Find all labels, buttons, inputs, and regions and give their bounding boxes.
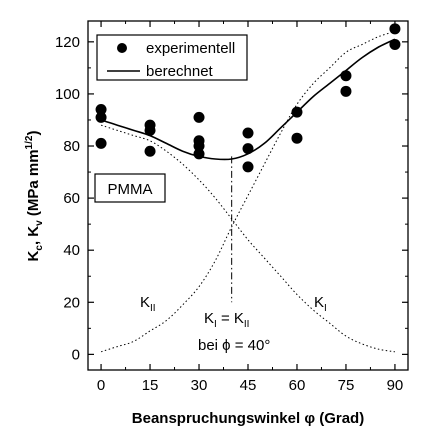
series-points-experimentell <box>95 23 401 173</box>
material-box <box>94 173 166 203</box>
x-tick-label: 15 <box>142 377 159 394</box>
data-point <box>340 70 352 82</box>
data-point <box>144 124 156 136</box>
y-tick-label: 80 <box>63 138 80 155</box>
y-axis-title: Kc, Kv (MPa mm1/2) <box>24 131 45 262</box>
data-point <box>193 148 205 160</box>
y-tick-label: 40 <box>63 242 80 259</box>
y-tick-label: 60 <box>63 190 80 207</box>
k2-curve-label: KII <box>140 294 156 314</box>
legend-label-berechnet: berechnet <box>146 63 214 80</box>
x-tick-label: 90 <box>387 377 404 394</box>
data-point <box>340 85 352 97</box>
material-label: PMMA <box>94 173 166 203</box>
angle-label: bei ϕ = 40° <box>198 337 270 354</box>
legend-box <box>96 34 248 81</box>
y-axis: 0 20 40 60 80 100 120 <box>55 34 408 363</box>
data-point <box>389 23 401 35</box>
data-point <box>95 137 107 149</box>
theory-dotted-curves <box>100 30 396 353</box>
x-axis-title: Beanspruchungswinkel φ (Grad) <box>132 410 364 427</box>
data-point <box>242 143 254 155</box>
series-line-KI <box>100 124 395 353</box>
data-point <box>193 111 205 123</box>
data-point <box>95 104 107 116</box>
x-tick-label: 45 <box>240 377 257 394</box>
legend: experimentell berechnet <box>96 34 248 81</box>
material-text: PMMA <box>108 181 153 198</box>
x-tick-label: 75 <box>338 377 355 394</box>
y-tick-label: 0 <box>72 346 80 363</box>
data-point <box>193 140 205 152</box>
x-tick-label: 60 <box>289 377 306 394</box>
legend-marker-experimentell <box>117 43 127 53</box>
data-point <box>291 132 303 144</box>
data-point <box>389 38 401 50</box>
y-tick-label: 120 <box>55 34 80 51</box>
data-point <box>95 111 107 123</box>
x-axis: 0 15 30 45 60 75 90 <box>97 21 403 394</box>
data-point <box>242 161 254 173</box>
y-tick-label: 20 <box>63 294 80 311</box>
x-tick-label: 0 <box>97 377 105 394</box>
legend-label-experimentell: experimentell <box>146 40 235 57</box>
y-tick-label: 100 <box>55 86 80 103</box>
data-point <box>291 106 303 118</box>
equality-label: KI = KII <box>204 310 249 330</box>
data-point <box>144 145 156 157</box>
data-point <box>242 127 254 139</box>
k1-curve-label: KI <box>314 294 327 314</box>
x-tick-label: 30 <box>191 377 208 394</box>
